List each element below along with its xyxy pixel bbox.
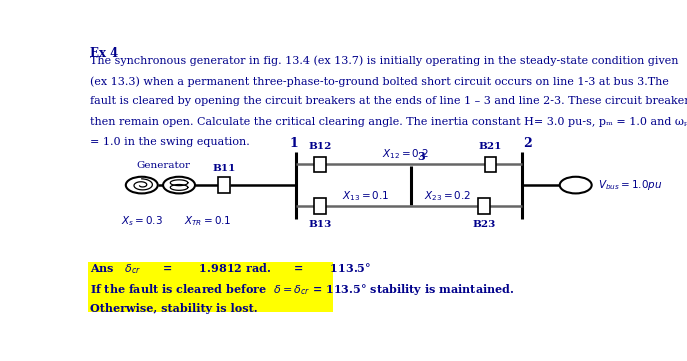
- Text: = 1.0 in the swing equation.: = 1.0 in the swing equation.: [90, 137, 250, 147]
- Text: B21: B21: [479, 142, 502, 151]
- Circle shape: [126, 177, 158, 193]
- Bar: [478, 198, 490, 214]
- Text: Ans   $\delta_{cr}$      =       1.9812 rad.      =       113.5°: Ans $\delta_{cr}$ = 1.9812 rad. = 113.5°: [90, 261, 372, 276]
- Text: fault is cleared by opening the circuit breakers at the ends of line 1 – 3 and l: fault is cleared by opening the circuit …: [90, 96, 687, 106]
- Bar: [88, 261, 333, 312]
- Circle shape: [163, 177, 195, 193]
- Text: Ex 4: Ex 4: [90, 48, 118, 61]
- Text: $X_{TR} = 0.1$: $X_{TR} = 0.1$: [184, 214, 232, 228]
- Text: then remain open. Calculate the critical clearing angle. The inertia constant H=: then remain open. Calculate the critical…: [90, 117, 687, 127]
- Text: Otherwise, stability is lost.: Otherwise, stability is lost.: [90, 303, 258, 314]
- Text: 3: 3: [417, 151, 425, 162]
- Text: B23: B23: [473, 220, 496, 229]
- Text: If the fault is cleared before  $\delta = \delta_{cr}$ = 113.5° stability is mai: If the fault is cleared before $\delta =…: [90, 282, 515, 297]
- Text: $X_{13} = 0.1$: $X_{13} = 0.1$: [341, 189, 389, 203]
- Text: 1: 1: [289, 137, 298, 150]
- Bar: [218, 178, 230, 193]
- Bar: [484, 157, 497, 172]
- Text: 2: 2: [523, 137, 532, 150]
- Text: $X_{12} = 0.2$: $X_{12} = 0.2$: [382, 148, 429, 161]
- Text: The synchronous generator in fig. 13.4 (ex 13.7) is initially operating in the s: The synchronous generator in fig. 13.4 (…: [90, 56, 679, 66]
- Bar: [314, 157, 326, 172]
- Circle shape: [560, 177, 592, 193]
- Bar: [314, 198, 326, 214]
- Text: B11: B11: [212, 164, 236, 173]
- Text: B13: B13: [308, 220, 332, 229]
- Text: (ex 13.3) when a permanent three-phase-to-ground bolted short circuit occurs on : (ex 13.3) when a permanent three-phase-t…: [90, 76, 669, 87]
- Text: Generator: Generator: [137, 161, 190, 170]
- Text: $X_{23} = 0.2$: $X_{23} = 0.2$: [424, 189, 471, 203]
- Text: $X_s = 0.3$: $X_s = 0.3$: [121, 214, 163, 228]
- Text: $V_{bus} = 1.0pu$: $V_{bus} = 1.0pu$: [598, 178, 662, 192]
- Text: B12: B12: [308, 142, 332, 151]
